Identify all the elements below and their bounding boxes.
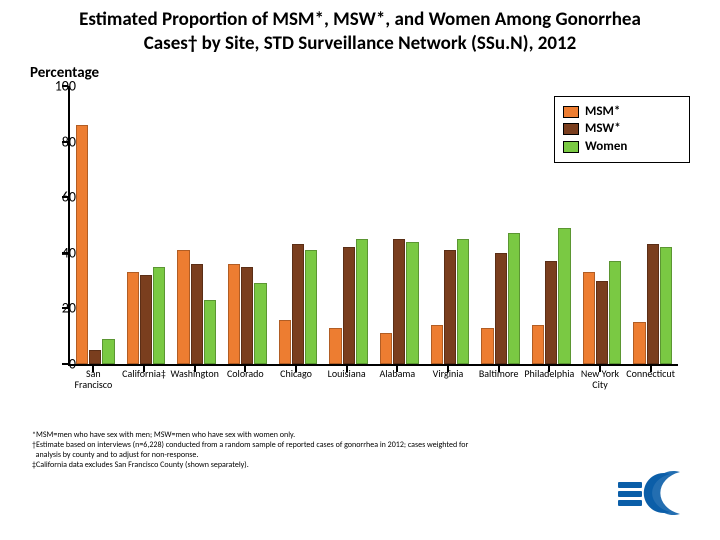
bar [457, 239, 469, 364]
bar [228, 264, 240, 364]
category-label: Baltimore [479, 368, 519, 379]
bar [279, 320, 291, 364]
bar [495, 253, 507, 364]
bar [583, 272, 595, 364]
plot [68, 86, 678, 366]
bar [329, 328, 341, 364]
bar [545, 261, 557, 364]
footnote-3: analysis by county and to adjust for non… [32, 450, 592, 460]
bar [633, 322, 645, 364]
bar-series [70, 86, 678, 364]
footnote-4: ‡California data excludes San Francisco … [32, 460, 592, 470]
footnote-2: †Estimate based on interviews (n=6,228) … [32, 440, 592, 450]
footnote-1: *MSM=men who have sex with men; MSW=men … [32, 430, 592, 440]
bar [609, 261, 621, 364]
bar [127, 272, 139, 364]
bar [140, 275, 152, 364]
bar [481, 328, 493, 364]
slide: Estimated Proportion of MSM*, MSW*, and … [0, 0, 720, 540]
category-label: New YorkCity [581, 368, 619, 390]
chart-area: MSM* MSW* Women 020406080100 SanFrancisc… [30, 86, 690, 396]
bar [153, 267, 165, 364]
bar [406, 242, 418, 364]
category-label: Philadelphia [524, 368, 574, 379]
bar [558, 228, 570, 364]
bar [532, 325, 544, 364]
bar [647, 244, 659, 364]
category-label: SanFrancisco [74, 368, 112, 390]
category-label: Chicago [280, 368, 312, 379]
category-label: Connecticut [626, 368, 675, 379]
category-label: Louisiana [328, 368, 366, 379]
bar [596, 281, 608, 364]
category-label: Colorado [227, 368, 264, 379]
title-line-2: Cases† by Site, STD Surveillance Network… [144, 32, 577, 55]
cdc-logo-icon [616, 468, 698, 518]
title-line-1: Estimated Proportion of MSM*, MSW*, and … [79, 8, 641, 31]
bar [241, 267, 253, 364]
slide-title: Estimated Proportion of MSM*, MSW*, and … [24, 8, 696, 56]
bar [508, 233, 520, 364]
bar [89, 350, 101, 364]
bar [356, 239, 368, 364]
bar [444, 250, 456, 364]
category-label: Washington [170, 368, 218, 379]
bar [380, 333, 392, 364]
bar [343, 247, 355, 364]
bar [76, 125, 88, 364]
bar [102, 339, 114, 364]
bar [191, 264, 203, 364]
bar [254, 283, 266, 364]
category-label: Alabama [379, 368, 415, 379]
category-label: California‡ [122, 368, 166, 379]
bar [431, 325, 443, 364]
bar [393, 239, 405, 364]
bar [305, 250, 317, 364]
category-label: Virginia [433, 368, 464, 379]
footnotes: *MSM=men who have sex with men; MSW=men … [32, 430, 592, 470]
bar [177, 250, 189, 364]
bar [204, 300, 216, 364]
bar [660, 247, 672, 364]
bar [292, 244, 304, 364]
